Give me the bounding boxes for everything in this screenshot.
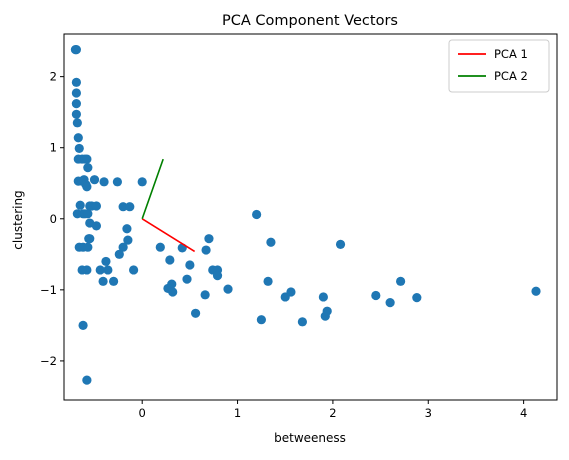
data-point: [182, 274, 192, 284]
y-tick-label: −1: [40, 283, 57, 297]
data-point: [168, 287, 178, 297]
y-tick-label: −2: [40, 354, 57, 368]
data-point: [98, 276, 108, 286]
y-axis-label: clustering: [11, 190, 25, 249]
plot-area: 0 1 2 3 4 −2 −1 0 1 2: [40, 33, 558, 420]
data-point: [200, 290, 210, 300]
data-point: [108, 276, 119, 286]
data-point: [72, 118, 82, 128]
data-point: [286, 287, 296, 297]
data-point: [71, 99, 81, 109]
data-point: [83, 163, 93, 173]
data-point: [122, 224, 132, 234]
data-point: [78, 320, 88, 330]
data-point: [371, 290, 381, 301]
data-point: [204, 234, 214, 244]
data-point: [531, 286, 541, 296]
data-point: [118, 202, 128, 212]
data-point: [252, 209, 262, 220]
legend-label: PCA 1: [494, 47, 528, 61]
chart-title: PCA Component Vectors: [222, 13, 398, 29]
data-point: [71, 109, 81, 119]
x-tick-label: 3: [425, 406, 432, 420]
x-tick-label: 1: [234, 406, 241, 420]
data-point: [112, 177, 123, 187]
data-point: [190, 308, 201, 318]
data-point: [83, 242, 93, 252]
data-point: [83, 209, 93, 219]
y-tick-label: 0: [50, 212, 57, 226]
x-tick-label: 0: [139, 406, 146, 420]
data-point: [256, 315, 266, 325]
data-point: [74, 143, 84, 154]
data-point: [75, 200, 85, 210]
data-point: [396, 276, 406, 286]
data-point: [101, 256, 111, 267]
data-point: [212, 271, 223, 281]
data-point: [89, 175, 100, 185]
data-point: [85, 234, 95, 244]
data-point: [118, 242, 128, 252]
data-point: [263, 276, 273, 286]
data-point: [165, 255, 175, 265]
data-point: [91, 201, 102, 211]
data-point: [73, 133, 83, 143]
data-point: [71, 77, 81, 87]
data-point: [129, 265, 139, 275]
data-point: [177, 243, 187, 253]
data-point: [335, 239, 346, 249]
data-point: [114, 249, 124, 259]
data-point: [266, 237, 276, 247]
x-tick-label: 4: [520, 406, 527, 420]
axes-frame: [63, 33, 558, 401]
data-point: [71, 88, 81, 98]
data-point: [70, 45, 81, 55]
data-point: [125, 202, 135, 212]
data-point: [223, 284, 233, 294]
data-point: [82, 182, 92, 192]
data-point: [103, 265, 113, 275]
data-point: [82, 375, 92, 385]
data-point: [185, 260, 195, 270]
legend-label: PCA 2: [494, 69, 528, 83]
data-point: [99, 177, 109, 187]
data-point: [201, 245, 211, 255]
vector-line-pca-1: [141, 218, 196, 253]
data-point: [123, 235, 133, 245]
x-tick-label: 2: [329, 406, 336, 420]
legend-box: [448, 39, 550, 93]
y-tick-label: 2: [50, 70, 57, 84]
data-point: [155, 242, 165, 252]
data-point: [82, 154, 92, 164]
data-point: [322, 306, 332, 316]
data-point: [385, 298, 395, 308]
data-point: [318, 292, 328, 302]
legend: PCA 1 PCA 2: [448, 39, 550, 93]
data-point: [77, 265, 87, 275]
data-point: [412, 293, 422, 303]
vector-line-pca-2: [141, 158, 164, 220]
data-point: [297, 317, 307, 327]
data-point: [137, 177, 147, 187]
data-point: [95, 265, 105, 275]
data-point: [91, 221, 102, 231]
x-axis-label: betweeness: [274, 431, 346, 445]
y-tick-label: 1: [50, 141, 57, 155]
